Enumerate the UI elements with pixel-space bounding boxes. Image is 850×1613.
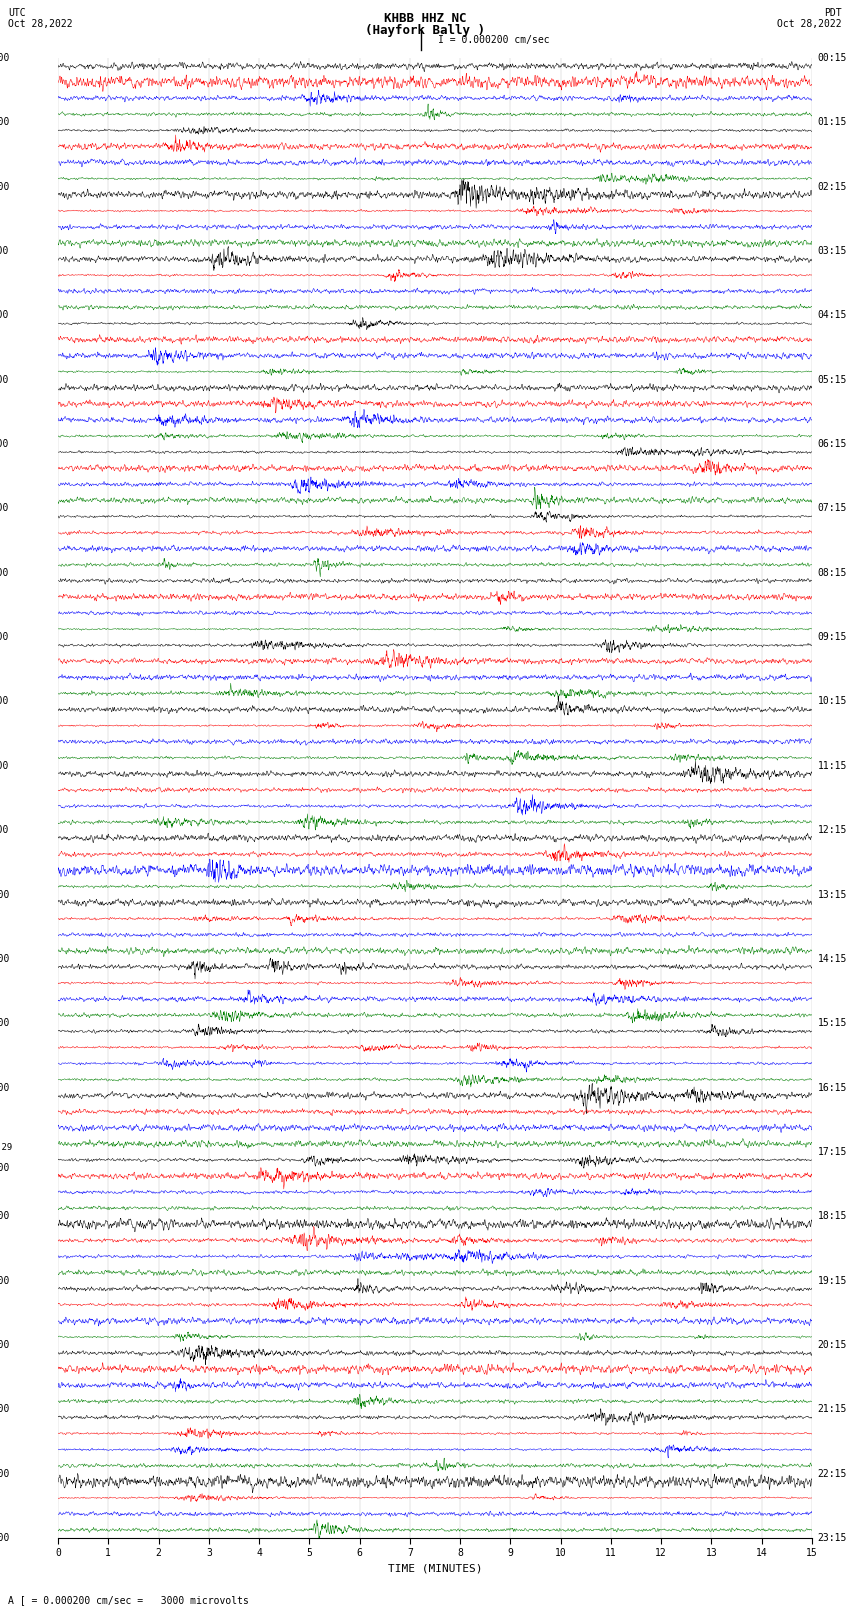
Text: 06:00: 06:00 — [0, 1532, 9, 1544]
Text: 20:15: 20:15 — [818, 1340, 847, 1350]
Text: 10:00: 10:00 — [0, 247, 9, 256]
Text: 10:15: 10:15 — [818, 697, 847, 706]
Text: Oct 28,2022: Oct 28,2022 — [8, 19, 73, 29]
Text: 13:00: 13:00 — [0, 439, 9, 448]
Text: (Hayfork Bally ): (Hayfork Bally ) — [365, 24, 485, 37]
Text: 22:15: 22:15 — [818, 1469, 847, 1479]
Text: 02:00: 02:00 — [0, 1276, 9, 1286]
Text: 20:00: 20:00 — [0, 889, 9, 900]
Text: 16:15: 16:15 — [818, 1082, 847, 1092]
Text: KHBB HHZ NC: KHBB HHZ NC — [383, 11, 467, 24]
Text: A [ = 0.000200 cm/sec =   3000 microvolts: A [ = 0.000200 cm/sec = 3000 microvolts — [8, 1595, 249, 1605]
Text: 15:15: 15:15 — [818, 1018, 847, 1027]
Text: 06:15: 06:15 — [818, 439, 847, 448]
Text: 21:00: 21:00 — [0, 953, 9, 965]
Text: 13:15: 13:15 — [818, 889, 847, 900]
Text: 17:00: 17:00 — [0, 697, 9, 706]
Text: 23:15: 23:15 — [818, 1532, 847, 1544]
Text: UTC: UTC — [8, 8, 26, 18]
Text: 09:15: 09:15 — [818, 632, 847, 642]
Text: 00:00: 00:00 — [0, 1163, 9, 1173]
Text: 03:15: 03:15 — [818, 247, 847, 256]
Text: 07:15: 07:15 — [818, 503, 847, 513]
Text: Oct 28,2022: Oct 28,2022 — [777, 19, 842, 29]
Text: 08:15: 08:15 — [818, 568, 847, 577]
Text: 21:15: 21:15 — [818, 1405, 847, 1415]
Text: 05:00: 05:00 — [0, 1469, 9, 1479]
Text: 09:00: 09:00 — [0, 182, 9, 192]
Text: 15:00: 15:00 — [0, 568, 9, 577]
Text: 14:15: 14:15 — [818, 953, 847, 965]
Text: 07:00: 07:00 — [0, 53, 9, 63]
Text: 23:00: 23:00 — [0, 1082, 9, 1092]
Text: 12:15: 12:15 — [818, 826, 847, 836]
Text: PDT: PDT — [824, 8, 842, 18]
Text: 18:00: 18:00 — [0, 761, 9, 771]
Text: 03:00: 03:00 — [0, 1340, 9, 1350]
Text: 12:00: 12:00 — [0, 374, 9, 386]
X-axis label: TIME (MINUTES): TIME (MINUTES) — [388, 1565, 482, 1574]
Text: 18:15: 18:15 — [818, 1211, 847, 1221]
Text: 00:15: 00:15 — [818, 53, 847, 63]
Text: 05:15: 05:15 — [818, 374, 847, 386]
Text: 04:15: 04:15 — [818, 310, 847, 321]
Text: 01:00: 01:00 — [0, 1211, 9, 1221]
Text: 11:15: 11:15 — [818, 761, 847, 771]
Text: 19:00: 19:00 — [0, 826, 9, 836]
Text: 02:15: 02:15 — [818, 182, 847, 192]
Text: 17:15: 17:15 — [818, 1147, 847, 1157]
Text: 14:00: 14:00 — [0, 503, 9, 513]
Text: 11:00: 11:00 — [0, 310, 9, 321]
Text: 22:00: 22:00 — [0, 1018, 9, 1027]
Text: 19:15: 19:15 — [818, 1276, 847, 1286]
Text: I = 0.000200 cm/sec: I = 0.000200 cm/sec — [438, 35, 549, 45]
Text: 01:15: 01:15 — [818, 118, 847, 127]
Text: Oct 29: Oct 29 — [0, 1142, 13, 1152]
Text: 08:00: 08:00 — [0, 118, 9, 127]
Text: 16:00: 16:00 — [0, 632, 9, 642]
Text: 04:00: 04:00 — [0, 1405, 9, 1415]
